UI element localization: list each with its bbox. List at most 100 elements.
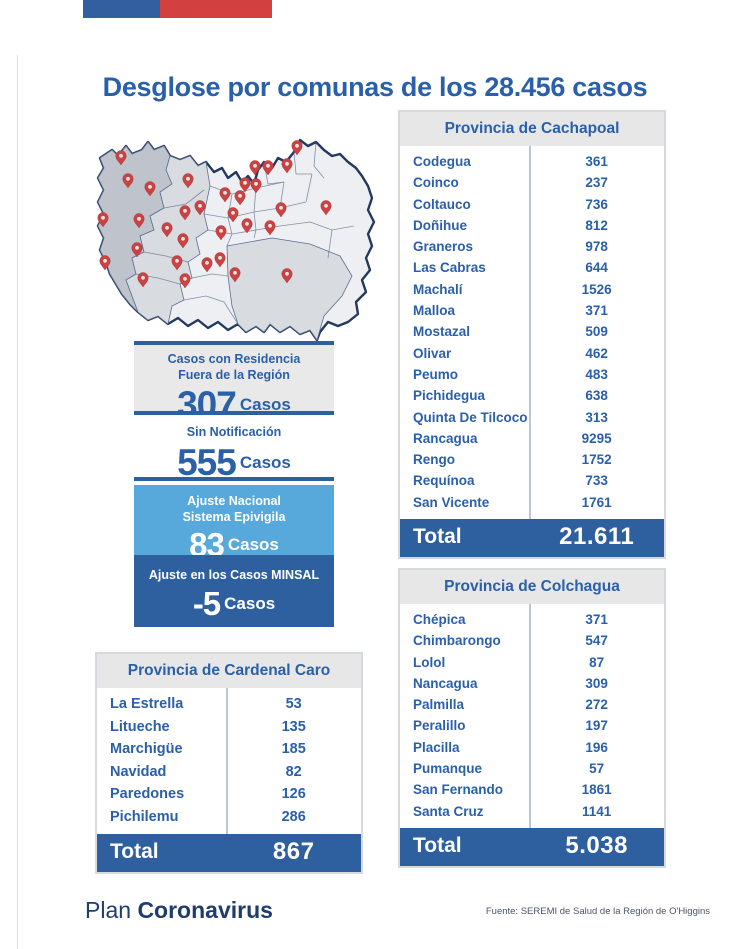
table-row: Coinco 237 [400,172,664,193]
table-row: Rancagua 9295 [400,428,664,449]
commune-value: 53 [285,696,302,712]
table-row: San Vicente 1761 [400,492,664,513]
box-label: Sin Notificación [186,425,282,439]
table-provincia-cachapoal: Provincia de Cachapoal Codegua 361 Coinco 2… [398,110,666,560]
table-row: Pichilemu 286 [97,806,361,829]
commune-value: 196 [585,739,608,755]
photo-edge-line [17,55,18,949]
commune-name: Pumanque [413,761,483,777]
box-label: Ajuste en los Casos MINSAL [148,568,320,582]
commune-value: 1526 [581,281,612,297]
table-body: Chépica 371 Chimbarongo 547 Lolol 87 Nancagua 3… [400,604,664,828]
table-row: Peralillo 197 [400,715,664,736]
commune-value: 1861 [581,782,612,798]
commune-name: San Vicente [413,494,490,510]
total-value: 867 [272,838,315,865]
total-label: Total [110,840,159,863]
box-label: Ajuste Nacional Sistema Epivigila [182,494,286,524]
table-provincia-cardenal-caro: Provincia de Cardenal Caro La Estrella 53… [95,652,363,874]
box-value: -5 Casos [192,584,276,622]
commune-value: 736 [585,196,608,212]
table-header: Provincia de Colchagua [400,570,664,604]
commune-value: 1141 [582,803,612,819]
commune-name: Rancagua [413,430,478,446]
commune-value: 733 [585,473,608,489]
commune-name: Machalí [413,281,463,297]
table-row: Chimbarongo 547 [400,630,664,651]
commune-value: 197 [585,718,608,734]
info-box-fuera-region: Casos con Residencia Fuera de la Región … [134,341,334,425]
table-row: Placilla 196 [400,737,664,758]
commune-name: Placilla [413,739,460,755]
commune-value: 9295 [581,430,612,446]
table-row: Machalí 1526 [400,279,664,300]
commune-name: Doñihue [413,217,467,233]
commune-value: 185 [281,741,306,757]
commune-value: 82 [285,763,302,780]
table-header: Provincia de Cardenal Caro [97,654,361,688]
total-value: 21.611 [559,523,635,551]
table-row: Navidad 82 [97,761,361,784]
commune-value: 313 [585,409,608,425]
commune-value: 1752 [581,452,612,468]
commune-name: Paredones [110,786,185,802]
table-header: Provincia de Cachapoal [400,112,664,146]
commune-name: Coltauco [413,196,471,212]
commune-name: Las Cabras [413,260,486,276]
commune-name: La Estrella [110,696,184,712]
commune-name: Pichilemu [110,808,179,825]
commune-name: Lolol [413,654,446,670]
table-body: Codegua 361 Coinco 237 Coltauco 736 Doñihue 812… [400,146,664,520]
total-row: Total 867 [97,834,361,872]
table-row: Coltauco 736 [400,194,664,215]
commune-value: 272 [585,697,608,713]
commune-name: Navidad [110,763,167,780]
commune-name: Pichidegua [413,388,486,404]
commune-name: Coinco [413,175,459,191]
table-row: Pichidegua 638 [400,385,664,406]
total-row: Total 5.038 [400,827,664,866]
info-box-ajuste-minsal: Ajuste en los Casos MINSAL -5 Casos [134,555,334,627]
commune-value: 135 [281,718,306,735]
commune-name: Peumo [413,366,459,382]
commune-value: 126 [281,786,306,802]
table-row: Litueche 135 [97,716,361,739]
table-row: Doñihue 812 [400,215,664,236]
commune-value: 237 [585,175,608,191]
commune-name: Requínoa [413,473,475,489]
table-row: Paredones 126 [97,783,361,806]
commune-name: Nancagua [413,675,478,691]
commune-value: 371 [585,612,608,627]
commune-value: 57 [589,761,605,777]
table-row: Rengo 1752 [400,449,664,470]
commune-value: 812 [585,217,608,233]
table-body: La Estrella 53 Litueche 135 Marchigüe 185 Navi… [97,688,361,834]
gov-logo-bar [83,0,272,18]
table-row: Malloa 371 [400,300,664,321]
region-map-svg [96,138,376,342]
commune-value: 547 [585,633,608,649]
commune-name: Malloa [413,303,456,319]
province-central-band-area [125,155,211,325]
table-row: Codegua 361 [400,151,664,172]
commune-value: 371 [585,303,608,319]
region-map [72,126,382,348]
table-row: Quinta De Tilcoco 313 [400,407,664,428]
info-box-ajuste-epivigila: Ajuste Nacional Sistema Epivigila 83 Caso… [134,485,334,563]
logo-blue-block [83,0,160,18]
page-title: Desglose por comunas de los 28.456 casos [102,72,648,102]
table-row: Chépica 371 [400,609,664,630]
total-value: 5.038 [565,831,628,859]
commune-value: 1761 [581,494,612,510]
footer-source: Fuente: SEREMI de Salud de la Región de … [485,906,710,917]
province-southeast-area [226,237,353,341]
footer-brand: Plan Coronavirus [85,897,273,924]
commune-value: 286 [281,808,306,825]
table-row: Palmilla 272 [400,694,664,715]
commune-value: 87 [589,654,605,670]
table-row: Las Cabras 644 [400,257,664,278]
table-row: Nancagua 309 [400,673,664,694]
commune-value: 509 [585,324,608,340]
commune-value: 978 [585,239,608,255]
commune-value: 361 [585,154,608,169]
